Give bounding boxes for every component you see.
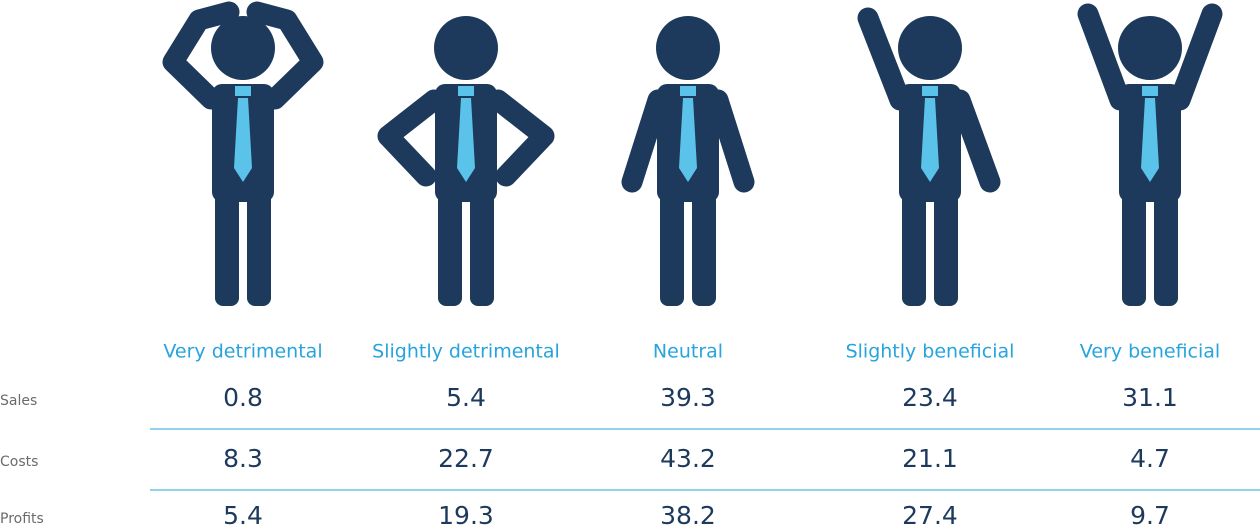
tie [234, 98, 252, 182]
arm [1169, 3, 1223, 111]
column-header: Very beneficial [1080, 341, 1220, 363]
cell-value: 21.1 [902, 444, 958, 473]
column-header: Neutral [653, 341, 723, 363]
head [211, 16, 275, 80]
arm [949, 89, 1001, 193]
head [898, 16, 962, 80]
arm [707, 89, 755, 193]
row-label: Sales [0, 393, 37, 409]
cell-value: 8.3 [223, 444, 263, 473]
arm [487, 89, 555, 187]
arm [377, 89, 445, 187]
collar [458, 86, 474, 96]
tie [1141, 98, 1159, 182]
person-icon [857, 7, 1001, 306]
leg [934, 190, 958, 306]
collar [1142, 86, 1158, 96]
person-icon [377, 16, 555, 306]
head [656, 16, 720, 80]
head [434, 16, 498, 80]
cell-value: 5.4 [223, 501, 263, 530]
cell-value: 9.7 [1130, 501, 1170, 530]
cell-value: 31.1 [1122, 383, 1178, 412]
cell-value: 43.2 [660, 444, 716, 473]
tie [457, 98, 475, 182]
row-label: Costs [0, 454, 38, 470]
cell-value: 23.4 [902, 383, 958, 412]
column-header: Slightly detrimental [372, 341, 560, 363]
tie [921, 98, 939, 182]
row-label: Profits [0, 511, 44, 527]
arm [1077, 3, 1131, 111]
head [1118, 16, 1182, 80]
cell-value: 4.7 [1130, 444, 1170, 473]
cell-value: 19.3 [438, 501, 494, 530]
cell-value: 5.4 [446, 383, 486, 412]
leg [660, 190, 684, 306]
collar [922, 86, 938, 96]
leg [902, 190, 926, 306]
person-icon [162, 1, 324, 306]
arm [162, 1, 240, 110]
leg [438, 190, 462, 306]
cell-value: 0.8 [223, 383, 263, 412]
figures [162, 1, 1223, 306]
column-header: Slightly beneficial [846, 341, 1015, 363]
column-header: Very detrimental [163, 341, 322, 363]
arm [621, 89, 669, 193]
cell-value: 27.4 [902, 501, 958, 530]
person-icon [1077, 3, 1223, 306]
leg [215, 190, 239, 306]
tie [679, 98, 697, 182]
cell-value: 38.2 [660, 501, 716, 530]
collar [680, 86, 696, 96]
cell-value: 39.3 [660, 383, 716, 412]
leg [1154, 190, 1178, 306]
cell-value: 22.7 [438, 444, 494, 473]
person-icon [621, 16, 755, 306]
arm [857, 7, 911, 111]
leg [692, 190, 716, 306]
collar [235, 86, 251, 96]
leg [470, 190, 494, 306]
leg [247, 190, 271, 306]
arm [246, 1, 324, 110]
leg [1122, 190, 1146, 306]
